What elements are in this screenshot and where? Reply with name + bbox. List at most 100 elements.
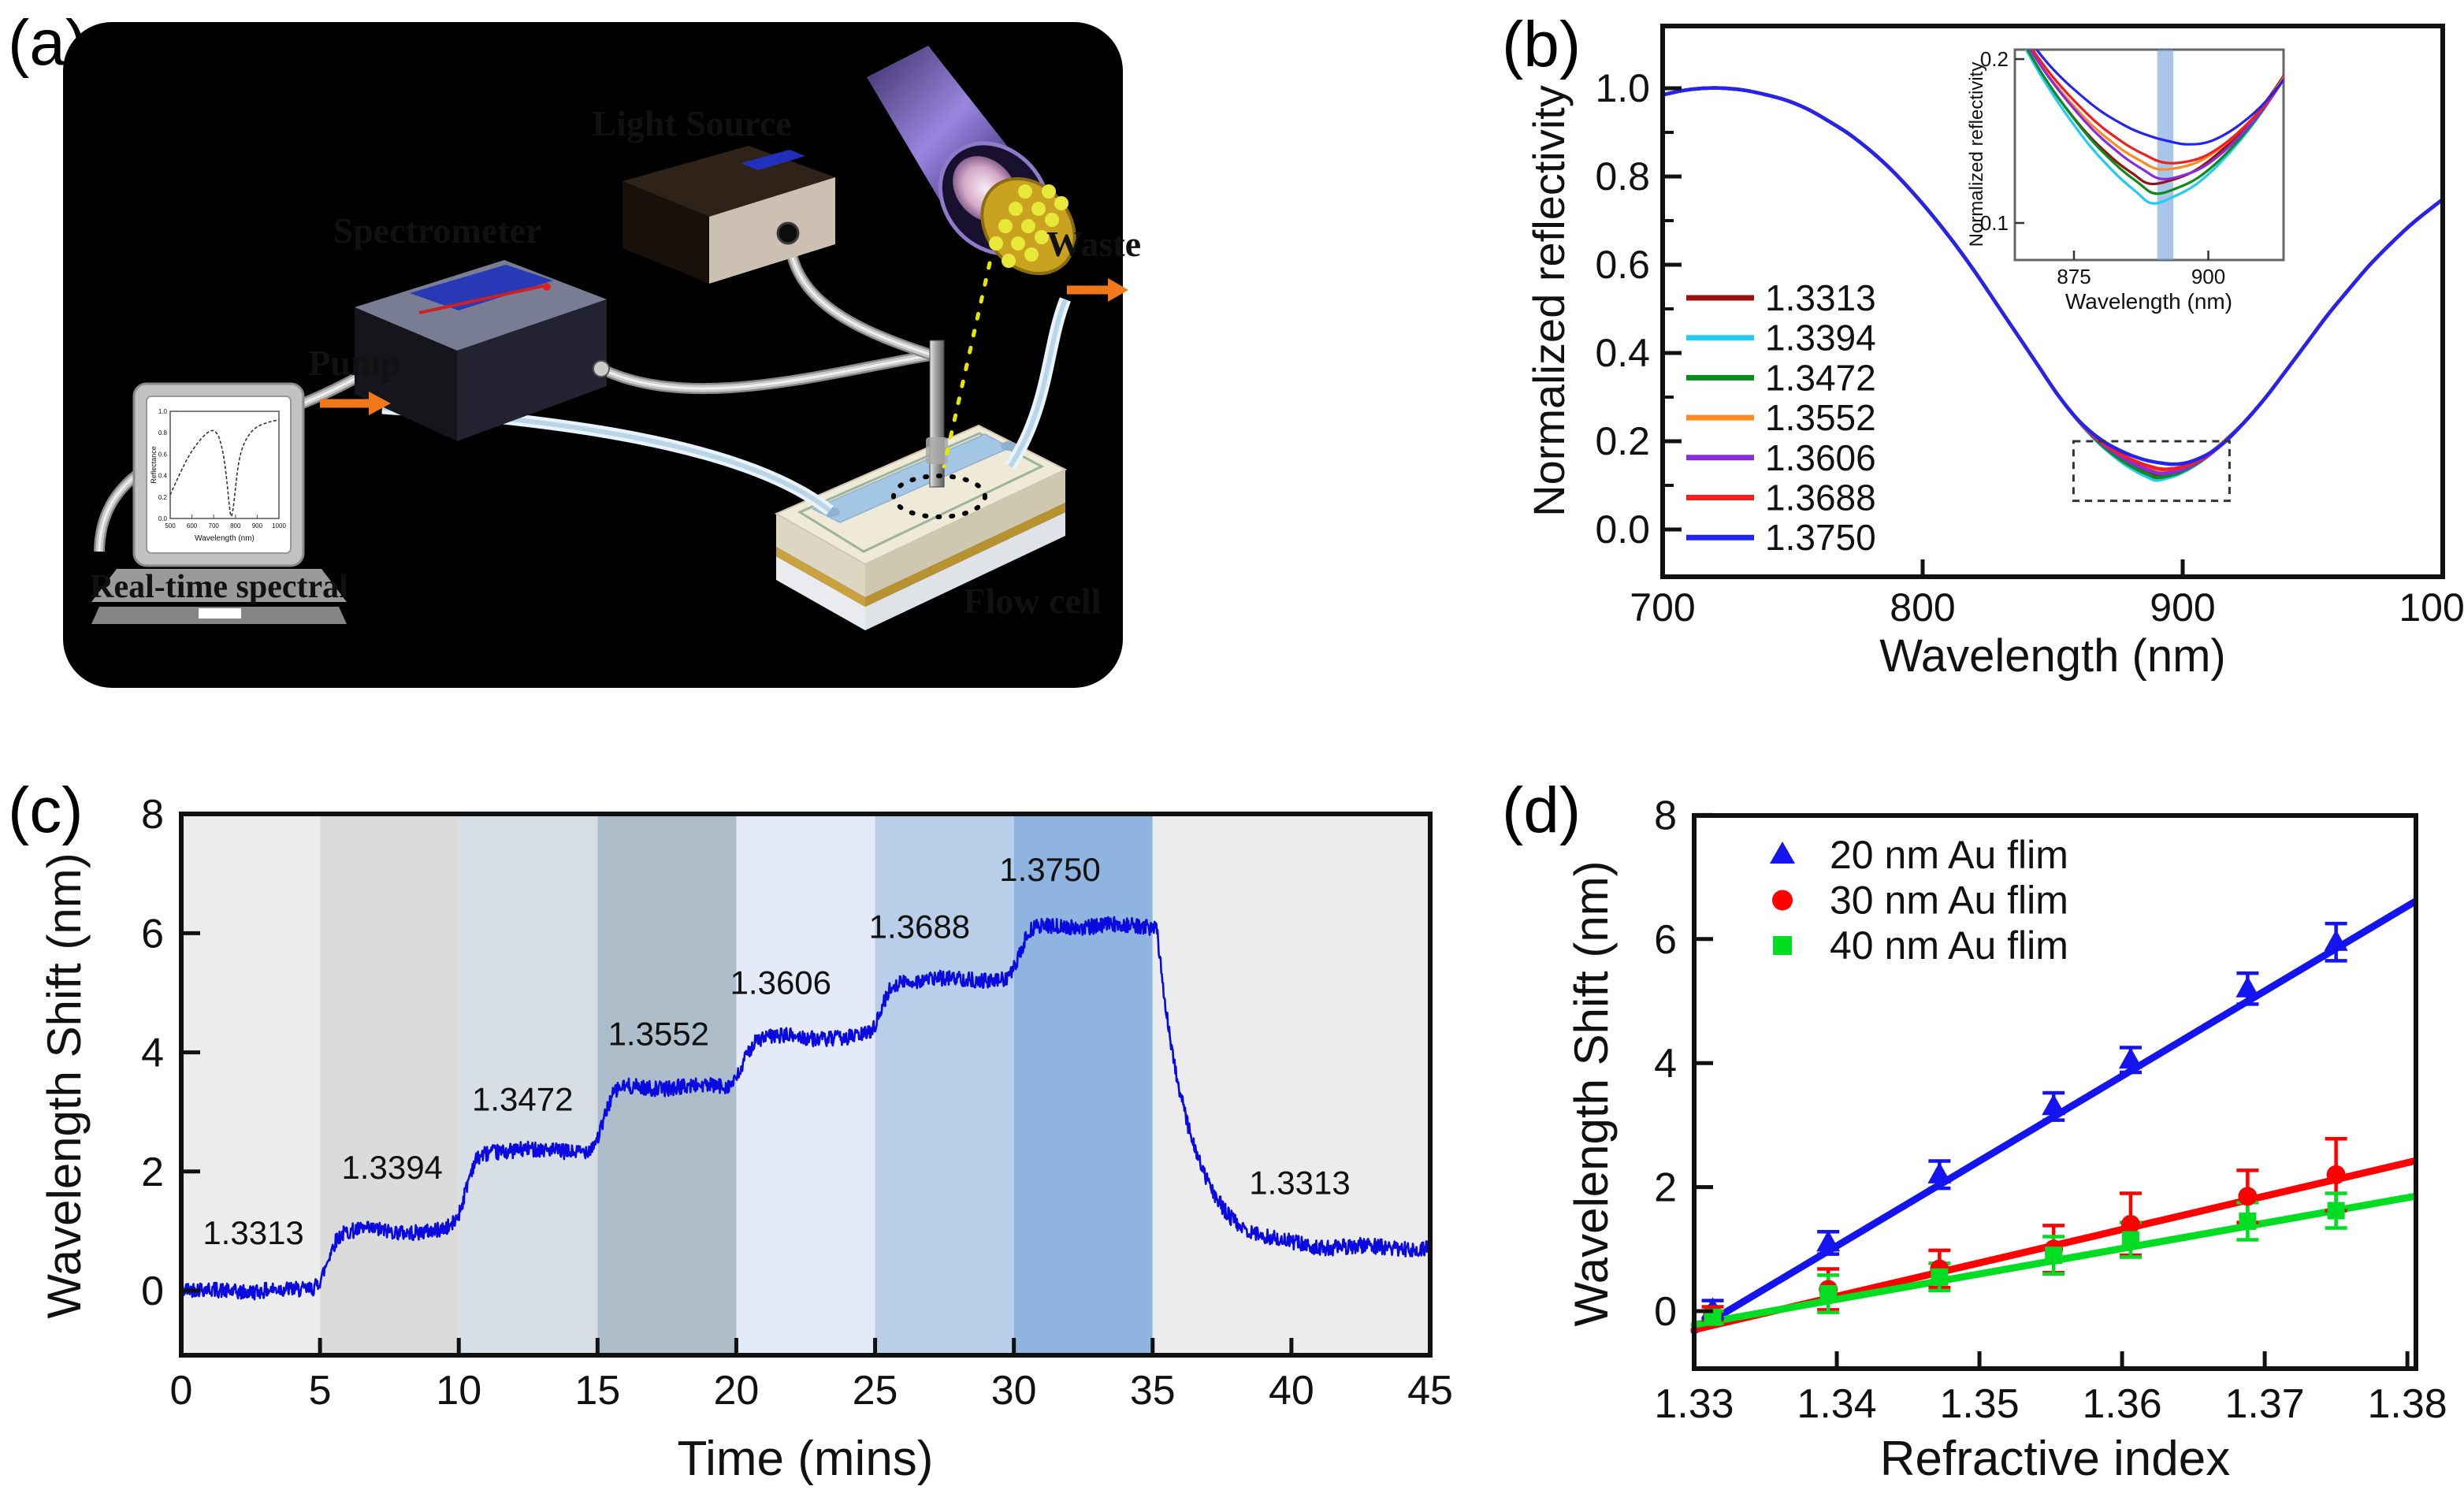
legend-label-20: 20 nm Au flim [1830, 833, 2068, 877]
panel-d-letter: (d) [1502, 775, 1581, 846]
y-tick-label: 6 [141, 911, 164, 957]
minichart-xtick-label: 800 [230, 522, 241, 529]
fiber-bundle [867, 46, 1076, 276]
y-tick-label: 0.2 [1595, 419, 1650, 463]
y-tick-label: 0.8 [1595, 154, 1650, 199]
time-band [320, 814, 459, 1355]
ri-annotation-1.3606: 1.3606 [730, 964, 831, 1001]
y-tick-label: 8 [1654, 793, 1677, 838]
legend-label-1.3472: 1.3472 [1765, 357, 1876, 398]
legend-label-1.3552: 1.3552 [1765, 397, 1876, 438]
legend-marker-circle [1772, 890, 1793, 911]
inset-y-tick-label: 0.2 [1980, 47, 2009, 71]
fiber-dots [989, 184, 1068, 268]
minichart-xtick-label: 700 [209, 522, 220, 529]
x-tick-label: 30 [991, 1368, 1037, 1414]
marker-square [2121, 1231, 2139, 1249]
ri-annotation-1.3750: 1.3750 [999, 851, 1100, 888]
marker-square [2327, 1202, 2345, 1220]
panel-d-chart: 1.33 1.34 1.35 1.36 1.37 1.38 0 2 4 6 8 20 nm Au f… [1565, 793, 2447, 1486]
marker-square [1819, 1284, 1838, 1302]
x-tick-label: 1.38 [2368, 1381, 2447, 1427]
legend-label-1.3606: 1.3606 [1765, 437, 1876, 478]
panel-b-ylabel: Normalized reflectivity [1524, 85, 1574, 517]
optical-path-dashed [942, 261, 992, 469]
pump-arrow [320, 392, 391, 415]
x-tick-label: 1.35 [1939, 1381, 2019, 1427]
panel-b-letter: (b) [1502, 9, 1581, 80]
x-tick-label: 40 [1269, 1368, 1314, 1414]
time-band [1013, 814, 1153, 1355]
wavelength-shift-trace [180, 916, 1431, 1301]
minichart-ytick-label: 0.6 [158, 451, 168, 458]
panel-a-letter: (a) [8, 7, 87, 79]
ri-annotation-1.3313: 1.3313 [1249, 1165, 1350, 1202]
time-band [1152, 814, 1430, 1355]
panel-d-frame [1692, 813, 2418, 1371]
x-tick-label: 10 [436, 1368, 481, 1414]
marker-circle [2238, 1187, 2258, 1206]
legend-marker-square [1773, 936, 1792, 955]
zoom-region-dashed-box [2072, 440, 2231, 503]
marker-square [2239, 1212, 2257, 1230]
ri-annotation-1.3688: 1.3688 [869, 908, 970, 945]
panel-b-xlabel: Wavelength (nm) [1879, 630, 2225, 682]
y-tick-label: 0.4 [1595, 331, 1650, 375]
y-tick-label: 0.6 [1595, 243, 1650, 287]
x-tick-label: 25 [853, 1368, 898, 1414]
pump-label: Pump [308, 343, 401, 383]
x-tick-label: 35 [1130, 1368, 1176, 1414]
y-tick-label: 0 [1654, 1289, 1677, 1335]
marker-triangle [2235, 975, 2260, 998]
inset-y-tick-label: 0.1 [1980, 211, 2009, 235]
marker-square [2045, 1246, 2063, 1265]
time-band [459, 814, 598, 1355]
minichart-xtick-label: 900 [252, 522, 263, 529]
waste-tube [1005, 297, 1071, 470]
ri-annotation-1.3313: 1.3313 [203, 1214, 303, 1251]
minichart-ytick-label: 0.0 [158, 515, 168, 522]
panel-b-inset-xlabel: Wavelength (nm) [2065, 289, 2232, 314]
light-source-label: Light Source [592, 103, 791, 143]
minichart-ytick-label: 0.8 [158, 429, 168, 437]
y-tick-label: 8 [141, 792, 164, 838]
marker-square [1931, 1268, 1949, 1286]
minichart-ytick-label: 0.2 [158, 494, 168, 501]
y-tick-label: 2 [1654, 1165, 1677, 1211]
legend-label-1.3394: 1.3394 [1765, 318, 1876, 359]
panel-c-ylabel: Wavelength Shift (nm) [38, 853, 91, 1318]
inset-x-tick-label: 900 [2191, 265, 2225, 288]
spectrometer-device [355, 260, 610, 441]
panel-c-xlabel: Time (mins) [678, 1432, 934, 1486]
waste-arrow [1067, 278, 1128, 302]
y-tick-label: 4 [141, 1031, 164, 1076]
minichart-xlabel: Wavelength (nm) [195, 534, 255, 543]
time-band [181, 814, 321, 1355]
x-tick-label: 0 [170, 1368, 193, 1414]
panel-b-chart: 70080090010000.00.20.40.60.81.0 1.33131.… [1524, 24, 2464, 682]
spectrometer-label: Spectrometer [333, 210, 542, 251]
minichart-xtick-label: 500 [165, 522, 176, 529]
y-tick-label: 2 [141, 1150, 164, 1195]
ri-annotation-1.3472: 1.3472 [472, 1081, 573, 1118]
legend-label-30: 30 nm Au flim [1830, 879, 2068, 923]
marker-triangle [1927, 1161, 1952, 1183]
y-tick-label: 1.0 [1595, 66, 1650, 110]
panel-c-chart: 0 5 10 15 20 25 30 35 40 45 0 2 4 6 8 1.3313 1.3394 1.34… [38, 792, 1453, 1486]
ri-annotation-1.3552: 1.3552 [608, 1016, 709, 1053]
x-tick-label: 800 [1890, 585, 1955, 630]
marker-triangle [2324, 929, 2348, 951]
x-tick-label: 15 [574, 1368, 620, 1414]
time-band [875, 814, 1014, 1355]
y-tick-label: 0.0 [1595, 507, 1650, 552]
x-tick-label: 45 [1407, 1368, 1453, 1414]
probe [891, 340, 987, 519]
minichart-ylabel: Reflectance [150, 446, 158, 484]
waste-label: Waste [1046, 224, 1141, 264]
panel-b-inset-ylabel: Normalized reflectivity [1966, 62, 1987, 247]
panel-c-letter: (c) [8, 775, 84, 846]
minichart-curve [169, 419, 280, 518]
inset-highlight-band [2157, 50, 2174, 260]
